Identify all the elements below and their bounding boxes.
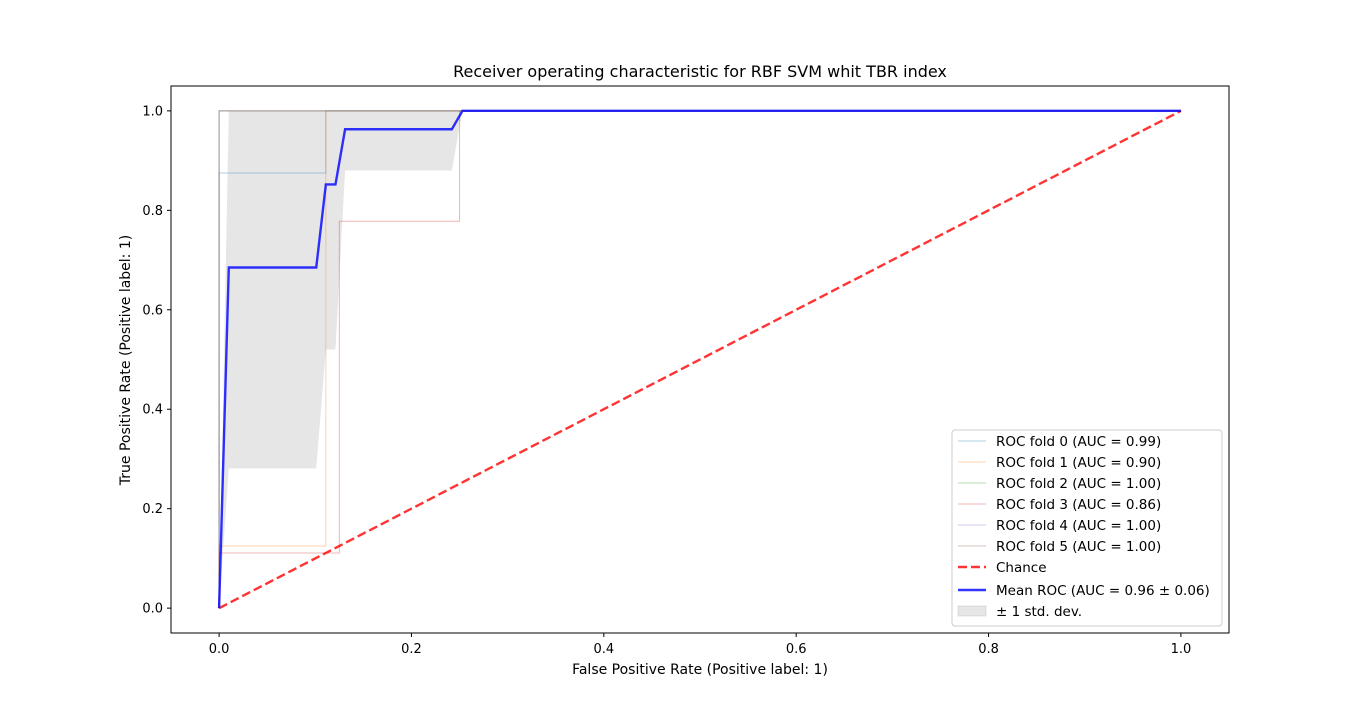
y-tick-label: 1.0 [142,104,163,119]
x-axis-ticks: 0.0 0.2 0.4 0.6 0.8 1.0 [209,633,1192,657]
x-tick-label: 0.2 [401,642,422,657]
roc-fold-line-3 [218,110,1181,609]
mean-roc-line [217,109,1181,609]
legend-label: Mean ROC (AUC = 0.96 ± 0.06) [996,583,1210,599]
legend: ROC fold 0 (AUC = 0.99) ROC fold 1 (AUC =… [951,429,1223,627]
legend-label: ROC fold 2 (AUC = 1.00) [996,476,1161,492]
x-tick-label: 0.6 [786,642,807,657]
legend-label: Chance [996,560,1047,576]
axes-frame [170,85,1230,634]
y-tick-label: 0.8 [142,204,163,219]
std-dev-band [219,110,1181,609]
y-tick-label: 0.6 [142,303,163,318]
chart-title: Receiver operating characteristic for RB… [453,62,947,81]
x-axis-label: False Positive Rate (Positive label: 1) [572,662,828,678]
y-tick-label: 0.4 [142,403,163,418]
legend-label: ROC fold 4 (AUC = 1.00) [996,518,1161,534]
legend-label: ± 1 std. dev. [996,604,1082,620]
x-tick-label: 0.0 [209,642,230,657]
x-tick-label: 0.4 [593,642,614,657]
legend-label: ROC fold 3 (AUC = 0.86) [996,497,1161,513]
legend-label: ROC fold 1 (AUC = 0.90) [996,455,1161,471]
y-axis-label: True Positive Rate (Positive label: 1) [118,235,134,486]
x-tick-label: 0.8 [978,642,999,657]
plot-area [217,109,1182,610]
y-tick-label: 0.2 [142,502,163,517]
x-tick-label: 1.0 [1171,642,1192,657]
legend-label: ROC fold 0 (AUC = 0.99) [996,434,1161,450]
legend-box [951,429,1223,627]
y-axis-ticks: 0.0 0.2 0.4 0.6 0.8 1.0 [142,104,171,617]
legend-label: ROC fold 5 (AUC = 1.00) [996,539,1161,555]
y-tick-label: 0.0 [142,602,163,617]
chance-line [218,109,1182,610]
legend-band-swatch [957,605,987,617]
